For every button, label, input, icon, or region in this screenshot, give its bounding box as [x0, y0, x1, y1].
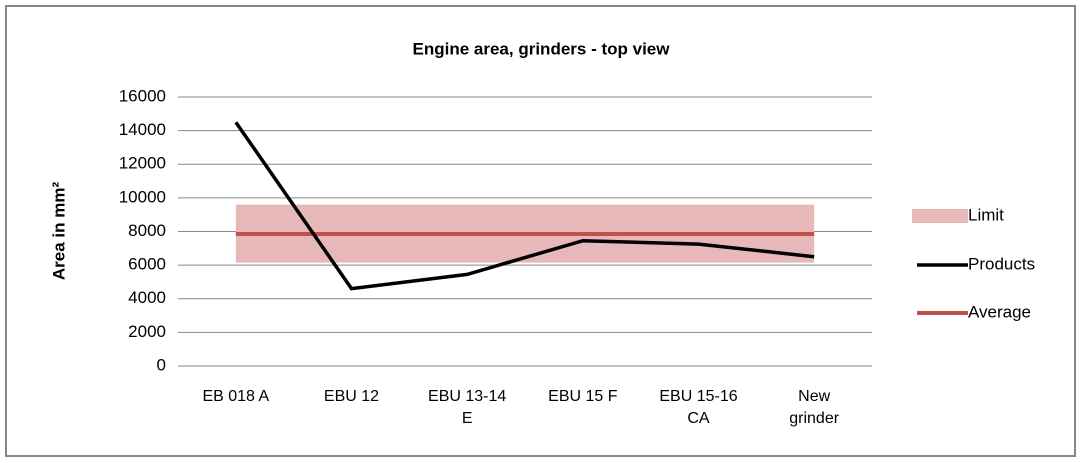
- y-tick-label: 2000: [128, 322, 166, 341]
- x-tick-label: EBU 15 F: [548, 388, 618, 405]
- x-tick-label: EB 018 A: [202, 388, 270, 405]
- y-tick-label: 0: [157, 355, 166, 374]
- x-tick-label: EBU 13-14 E: [428, 388, 507, 427]
- y-tick-label: 16000: [119, 86, 166, 105]
- chart-title: Engine area, grinders - top view: [413, 39, 671, 58]
- y-tick-label: 8000: [128, 221, 166, 240]
- y-tick-label: 6000: [128, 255, 166, 274]
- line-series: [234, 121, 815, 291]
- y-tick-label: 12000: [119, 154, 166, 173]
- legend-label: Average: [968, 302, 1031, 321]
- legend-swatch: [912, 209, 968, 223]
- legend-label: Limit: [968, 205, 1004, 224]
- y-tick-label: 14000: [119, 120, 166, 139]
- x-tick-label: EBU 12: [323, 388, 380, 405]
- y-tick-label: 10000: [119, 187, 166, 206]
- legend-label: Products: [968, 254, 1035, 273]
- x-tick-label: New grinder: [789, 388, 840, 427]
- y-tick-label: 4000: [128, 288, 166, 307]
- y-axis-label: Area in mm²: [49, 182, 68, 281]
- x-tick-label: EBU 15-16 CA: [659, 388, 738, 427]
